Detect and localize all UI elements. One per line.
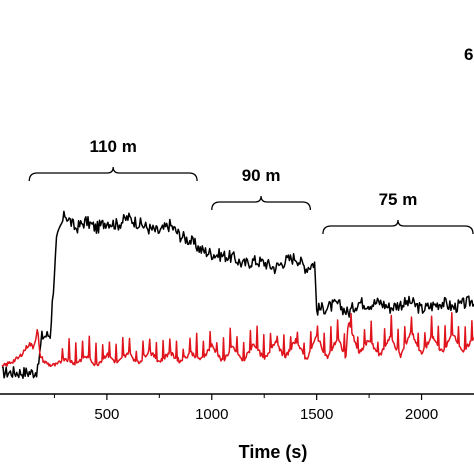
series-line-2 [1,312,474,368]
x-tick-label: 1500 [300,406,333,423]
segment-label: 6 [464,45,473,64]
plot-area [1,210,474,380]
segment-brackets: 110 m 90 m 75 m 6 [28,45,474,235]
segment-bracket [211,195,312,211]
x-axis-label: Time (s) [239,442,308,462]
segment-bracket [322,219,474,235]
x-axis-ticks: 500 1000 1500 2000 [53,394,438,423]
series-line-1 [1,210,474,380]
segment-label: 90 m [242,166,281,185]
x-tick-label: 500 [94,406,119,423]
segment-bracket [28,166,198,182]
x-tick-label: 2000 [405,406,438,423]
segment-label: 110 m [90,137,137,156]
segment-label: 75 m [379,190,418,209]
x-tick-label: 1000 [195,406,228,423]
